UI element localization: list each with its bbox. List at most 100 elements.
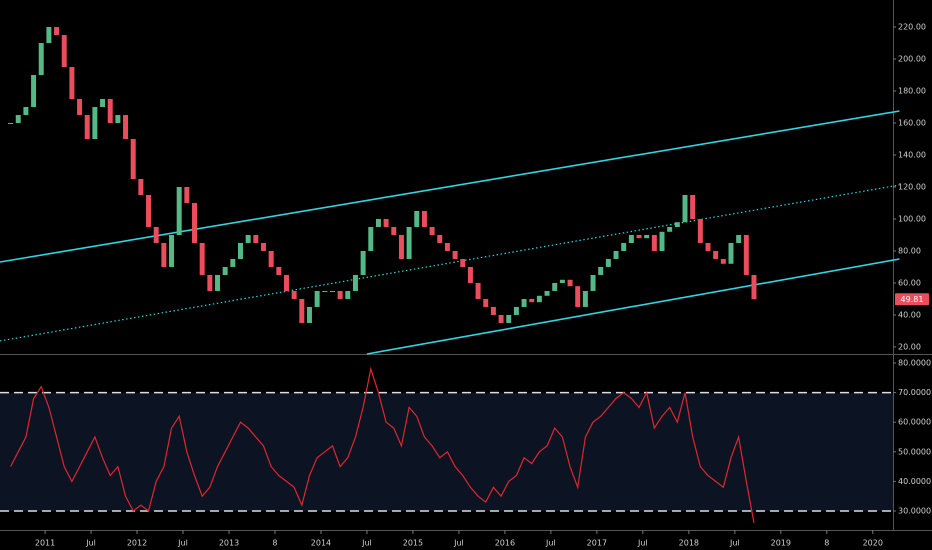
candle bbox=[230, 258, 236, 267]
candle bbox=[567, 279, 573, 287]
candle bbox=[146, 194, 152, 227]
x-tick-label: 2011 bbox=[35, 539, 55, 548]
candle bbox=[199, 242, 205, 275]
candle bbox=[467, 266, 473, 283]
candle bbox=[598, 266, 604, 275]
candle bbox=[238, 242, 243, 259]
y-tick-label: 80.0000 bbox=[898, 358, 931, 367]
candle bbox=[613, 250, 619, 259]
y-tick-label: 60.00 bbox=[898, 278, 921, 287]
candle bbox=[475, 282, 481, 299]
candle bbox=[153, 226, 159, 243]
candle bbox=[498, 314, 504, 323]
y-tick-label: 70.0000 bbox=[898, 388, 931, 397]
candle bbox=[192, 202, 198, 243]
candle bbox=[207, 274, 213, 291]
x-tick-label: 8 bbox=[272, 539, 277, 548]
x-tick-label: 2016 bbox=[495, 539, 515, 548]
candle bbox=[628, 234, 634, 243]
candle bbox=[674, 222, 680, 227]
candle bbox=[268, 250, 274, 267]
candle bbox=[460, 258, 466, 267]
candle bbox=[582, 290, 588, 307]
x-tick-label: Jul bbox=[729, 539, 740, 548]
x-tick-label: 2013 bbox=[219, 539, 239, 548]
x-tick-label: 2018 bbox=[679, 539, 699, 548]
x-tick-label: Jul bbox=[361, 539, 372, 548]
candle bbox=[69, 67, 75, 100]
trendline bbox=[366, 258, 900, 355]
y-tick-label: 30.0000 bbox=[898, 507, 931, 516]
candle bbox=[368, 226, 374, 251]
candle bbox=[636, 234, 642, 239]
candle bbox=[260, 242, 266, 251]
y-tick-label: 140.00 bbox=[898, 151, 926, 160]
candle bbox=[138, 178, 144, 195]
candle bbox=[107, 99, 113, 124]
candle bbox=[337, 290, 343, 299]
candle bbox=[245, 234, 251, 243]
x-tick-label: Jul bbox=[85, 539, 96, 548]
last-price-label: 49.81 bbox=[901, 295, 924, 304]
candle bbox=[161, 242, 167, 267]
candle bbox=[77, 99, 83, 116]
candle bbox=[452, 250, 458, 259]
x-tick-label: 2015 bbox=[403, 539, 423, 548]
candle bbox=[8, 123, 14, 125]
candle bbox=[283, 274, 289, 291]
candle bbox=[38, 43, 44, 76]
candle bbox=[345, 290, 351, 299]
candle bbox=[697, 218, 703, 243]
candle bbox=[222, 266, 228, 275]
candle bbox=[375, 218, 381, 227]
y-tick-label: 20.00 bbox=[898, 342, 921, 351]
candle bbox=[329, 290, 335, 292]
y-tick-label: 160.00 bbox=[898, 119, 926, 128]
candle bbox=[728, 242, 734, 264]
candle bbox=[544, 290, 550, 296]
candle bbox=[651, 234, 657, 251]
candle bbox=[306, 306, 312, 323]
x-tick-label: Jul bbox=[177, 539, 188, 548]
candle bbox=[705, 242, 711, 251]
rsi-line bbox=[10, 366, 755, 524]
candle bbox=[169, 234, 175, 267]
y-tick-label: 60.0000 bbox=[898, 418, 931, 427]
candle bbox=[406, 226, 412, 259]
y-tick-label: 50.0000 bbox=[898, 447, 931, 456]
candle bbox=[391, 226, 397, 235]
candle bbox=[176, 186, 182, 235]
candle bbox=[100, 99, 106, 108]
candle bbox=[444, 242, 450, 251]
candle bbox=[575, 286, 581, 307]
candle bbox=[115, 115, 121, 124]
candle bbox=[529, 298, 535, 303]
candle bbox=[123, 115, 129, 140]
y-tick-label: 120.00 bbox=[898, 182, 926, 191]
candle bbox=[253, 234, 259, 243]
candle bbox=[490, 306, 496, 315]
x-tick-label: 2017 bbox=[587, 539, 607, 548]
candle bbox=[667, 226, 673, 232]
candle bbox=[437, 234, 443, 243]
candle bbox=[506, 314, 512, 323]
y-tick-label: 40.0000 bbox=[898, 477, 931, 486]
candle bbox=[61, 35, 67, 68]
candle bbox=[605, 258, 611, 267]
trendline bbox=[0, 110, 900, 263]
candle bbox=[322, 290, 328, 292]
y-tick-label: 80.00 bbox=[898, 246, 921, 255]
candle bbox=[690, 194, 696, 219]
trendline bbox=[0, 184, 900, 342]
candle bbox=[352, 274, 358, 291]
x-tick-label: Jul bbox=[453, 539, 464, 548]
candle bbox=[130, 139, 136, 179]
x-tick-label: 8 bbox=[824, 539, 829, 548]
y-tick-label: 180.00 bbox=[898, 87, 926, 96]
candle bbox=[15, 115, 21, 124]
candle bbox=[743, 234, 749, 275]
candle bbox=[659, 231, 665, 251]
x-tick-label: Jul bbox=[637, 539, 648, 548]
candle bbox=[552, 282, 558, 291]
